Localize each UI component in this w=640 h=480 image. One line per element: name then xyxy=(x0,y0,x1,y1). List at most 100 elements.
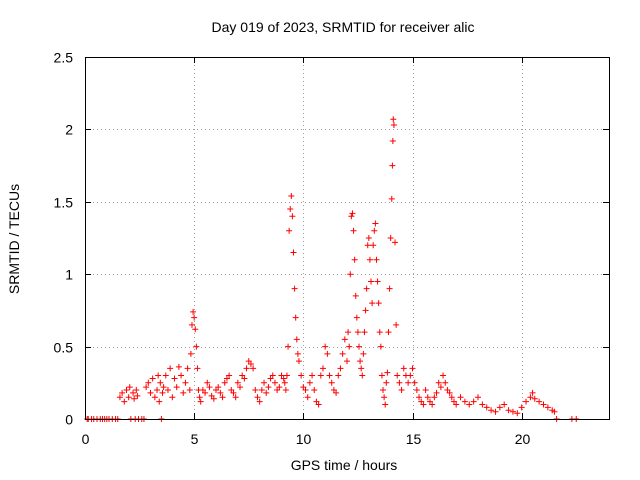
data-point xyxy=(160,384,167,391)
data-point xyxy=(276,384,283,391)
data-point xyxy=(529,389,536,396)
y-tick-label: 1 xyxy=(65,267,73,283)
data-point xyxy=(169,394,176,401)
data-point xyxy=(356,343,363,350)
data-point xyxy=(258,387,265,394)
data-point xyxy=(196,394,203,401)
data-point xyxy=(194,365,201,372)
data-point xyxy=(551,408,558,415)
data-point xyxy=(309,372,316,379)
data-point xyxy=(377,343,384,350)
data-point xyxy=(390,122,397,129)
data-point xyxy=(339,350,346,357)
data-point xyxy=(424,394,431,401)
data-point xyxy=(230,389,237,396)
data-point xyxy=(159,389,166,396)
data-point xyxy=(298,372,305,379)
data-point xyxy=(328,379,335,386)
data-point xyxy=(116,394,123,401)
data-point xyxy=(359,372,366,379)
data-point xyxy=(281,379,288,386)
data-point xyxy=(252,387,259,394)
x-tick-label: 10 xyxy=(296,431,312,447)
data-point xyxy=(164,387,171,394)
data-point xyxy=(457,394,464,401)
data-point xyxy=(492,408,499,415)
data-point xyxy=(186,387,193,394)
data-point xyxy=(350,227,357,234)
data-point xyxy=(319,365,326,372)
x-tick-label: 0 xyxy=(82,431,90,447)
data-point xyxy=(422,387,429,394)
data-point xyxy=(131,395,138,402)
x-tick-label: 5 xyxy=(191,431,199,447)
x-tick-label: 15 xyxy=(406,431,422,447)
data-point xyxy=(375,300,382,307)
data-point xyxy=(420,401,427,408)
data-point xyxy=(288,193,295,200)
y-tick-label: 2 xyxy=(65,122,73,138)
data-point xyxy=(234,379,241,386)
data-point xyxy=(446,389,453,396)
data-point xyxy=(448,394,455,401)
data-point xyxy=(191,314,198,321)
data-point xyxy=(295,358,302,365)
data-point xyxy=(409,365,416,372)
y-tick-label: 0.5 xyxy=(54,340,74,356)
data-point xyxy=(315,401,322,408)
data-point xyxy=(407,372,414,379)
data-point xyxy=(363,285,370,292)
data-point xyxy=(351,256,358,263)
data-point xyxy=(154,387,161,394)
data-point xyxy=(187,350,194,357)
data-point xyxy=(392,239,399,246)
data-point xyxy=(178,372,185,379)
data-point xyxy=(247,360,254,367)
data-point xyxy=(488,407,495,414)
data-point xyxy=(157,379,164,386)
data-point xyxy=(151,394,158,401)
data-point xyxy=(381,394,388,401)
data-point xyxy=(265,384,272,391)
data-point xyxy=(374,278,381,285)
data-point xyxy=(241,375,248,382)
data-point xyxy=(387,235,394,241)
data-point xyxy=(126,384,133,391)
data-point xyxy=(431,394,438,401)
data-point xyxy=(304,394,311,401)
data-point xyxy=(254,394,261,401)
data-point xyxy=(433,389,440,396)
data-point xyxy=(123,387,130,394)
data-point xyxy=(373,256,380,263)
data-point xyxy=(190,308,197,315)
data-point xyxy=(121,398,128,405)
data-point xyxy=(390,116,397,123)
data-point xyxy=(289,213,296,220)
data-point xyxy=(311,387,318,394)
y-tick-label: 1.5 xyxy=(54,195,74,211)
data-point xyxy=(326,372,333,379)
data-point xyxy=(250,365,257,372)
data-point xyxy=(217,389,224,396)
data-point xyxy=(470,398,477,405)
data-point xyxy=(400,365,407,372)
data-point xyxy=(440,372,447,379)
data-point xyxy=(192,326,199,333)
data-point xyxy=(167,365,174,372)
data-point xyxy=(396,379,403,386)
data-point xyxy=(345,329,352,336)
data-point xyxy=(285,343,292,350)
data-point xyxy=(505,407,512,414)
data-point xyxy=(346,343,353,350)
data-point xyxy=(348,213,355,220)
plot-frame xyxy=(85,57,610,420)
data-point xyxy=(442,379,449,386)
data-point xyxy=(466,401,473,408)
data-point xyxy=(261,379,268,386)
data-point xyxy=(389,137,396,144)
data-point xyxy=(382,401,389,408)
data-point xyxy=(197,398,204,405)
y-axis-label: SRMTID / TECUs xyxy=(6,184,22,294)
data-point xyxy=(335,372,342,379)
grid xyxy=(85,57,609,419)
